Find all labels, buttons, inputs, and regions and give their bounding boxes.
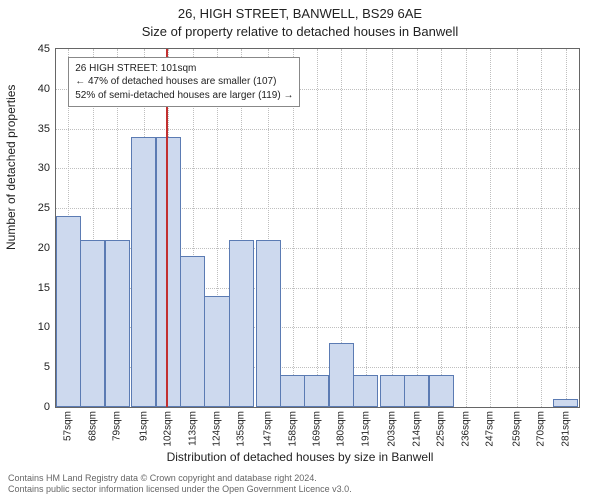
x-tick-label: 214sqm xyxy=(411,411,422,447)
histogram-bar xyxy=(156,137,181,407)
histogram-bar xyxy=(256,240,281,407)
gridline-vertical xyxy=(441,49,442,407)
gridline-vertical xyxy=(317,49,318,407)
gridline-vertical xyxy=(366,49,367,407)
annotation-box: 26 HIGH STREET: 101sqm← 47% of detached … xyxy=(68,57,300,108)
x-axis-label: Distribution of detached houses by size … xyxy=(0,450,600,464)
x-tick-label: 281sqm xyxy=(560,411,571,447)
footer-line-1: Contains HM Land Registry data © Crown c… xyxy=(8,473,592,485)
gridline-vertical xyxy=(490,49,491,407)
y-tick-label: 35 xyxy=(38,123,50,135)
chart-container: 26, HIGH STREET, BANWELL, BS29 6AE Size … xyxy=(0,0,600,500)
x-tick-label: 91sqm xyxy=(138,411,149,441)
x-tick-label: 225sqm xyxy=(436,411,447,447)
x-tick-label: 191sqm xyxy=(360,411,371,447)
chart-title-line1: 26, HIGH STREET, BANWELL, BS29 6AE xyxy=(0,6,600,21)
annotation-line: 26 HIGH STREET: 101sqm xyxy=(75,62,293,76)
x-tick-label: 124sqm xyxy=(212,411,223,447)
y-tick-label: 45 xyxy=(38,43,50,55)
x-tick-label: 135sqm xyxy=(236,411,247,447)
histogram-bar xyxy=(380,375,405,407)
x-tick-label: 259sqm xyxy=(511,411,522,447)
histogram-bar xyxy=(80,240,105,407)
gridline-vertical xyxy=(517,49,518,407)
y-tick-label: 20 xyxy=(38,242,50,254)
plot-area: 05101520253035404557sqm68sqm79sqm91sqm10… xyxy=(55,48,580,408)
gridline-vertical xyxy=(566,49,567,407)
histogram-bar xyxy=(304,375,329,407)
y-tick-label: 25 xyxy=(38,202,50,214)
histogram-bar xyxy=(204,296,229,407)
chart-footer: Contains HM Land Registry data © Crown c… xyxy=(8,473,592,496)
y-tick-label: 10 xyxy=(38,321,50,333)
x-tick-label: 203sqm xyxy=(387,411,398,447)
x-tick-label: 236sqm xyxy=(460,411,471,447)
gridline-vertical xyxy=(392,49,393,407)
x-tick-label: 113sqm xyxy=(187,411,198,446)
footer-line-2: Contains public sector information licen… xyxy=(8,484,592,496)
histogram-bar xyxy=(131,137,156,407)
histogram-bar xyxy=(353,375,378,407)
histogram-bar xyxy=(56,216,81,407)
y-tick-label: 40 xyxy=(38,83,50,95)
y-tick-label: 5 xyxy=(44,361,50,373)
x-tick-label: 270sqm xyxy=(536,411,547,447)
gridline-vertical xyxy=(417,49,418,407)
histogram-bar xyxy=(404,375,429,407)
gridline-vertical xyxy=(466,49,467,407)
gridline-vertical xyxy=(541,49,542,407)
x-tick-label: 102sqm xyxy=(163,411,174,447)
y-tick-label: 15 xyxy=(38,282,50,294)
annotation-line: 52% of semi-detached houses are larger (… xyxy=(75,89,293,103)
histogram-bar xyxy=(553,399,578,407)
chart-title-line2: Size of property relative to detached ho… xyxy=(0,24,600,39)
histogram-bar xyxy=(229,240,254,407)
x-tick-label: 147sqm xyxy=(263,411,274,447)
y-tick-label: 0 xyxy=(44,401,50,413)
histogram-bar xyxy=(180,256,205,407)
histogram-bar xyxy=(280,375,305,407)
x-tick-label: 57sqm xyxy=(63,411,74,441)
x-tick-label: 158sqm xyxy=(287,411,298,447)
y-tick-label: 30 xyxy=(38,162,50,174)
x-tick-label: 79sqm xyxy=(112,411,123,441)
histogram-bar xyxy=(105,240,130,407)
histogram-bar xyxy=(329,343,354,407)
annotation-line: ← 47% of detached houses are smaller (10… xyxy=(75,75,293,89)
x-tick-label: 68sqm xyxy=(87,411,98,441)
x-tick-label: 169sqm xyxy=(311,411,322,447)
x-tick-label: 180sqm xyxy=(336,411,347,447)
x-tick-label: 247sqm xyxy=(485,411,496,447)
histogram-bar xyxy=(429,375,454,407)
y-axis-label: Number of detached properties xyxy=(4,85,18,250)
